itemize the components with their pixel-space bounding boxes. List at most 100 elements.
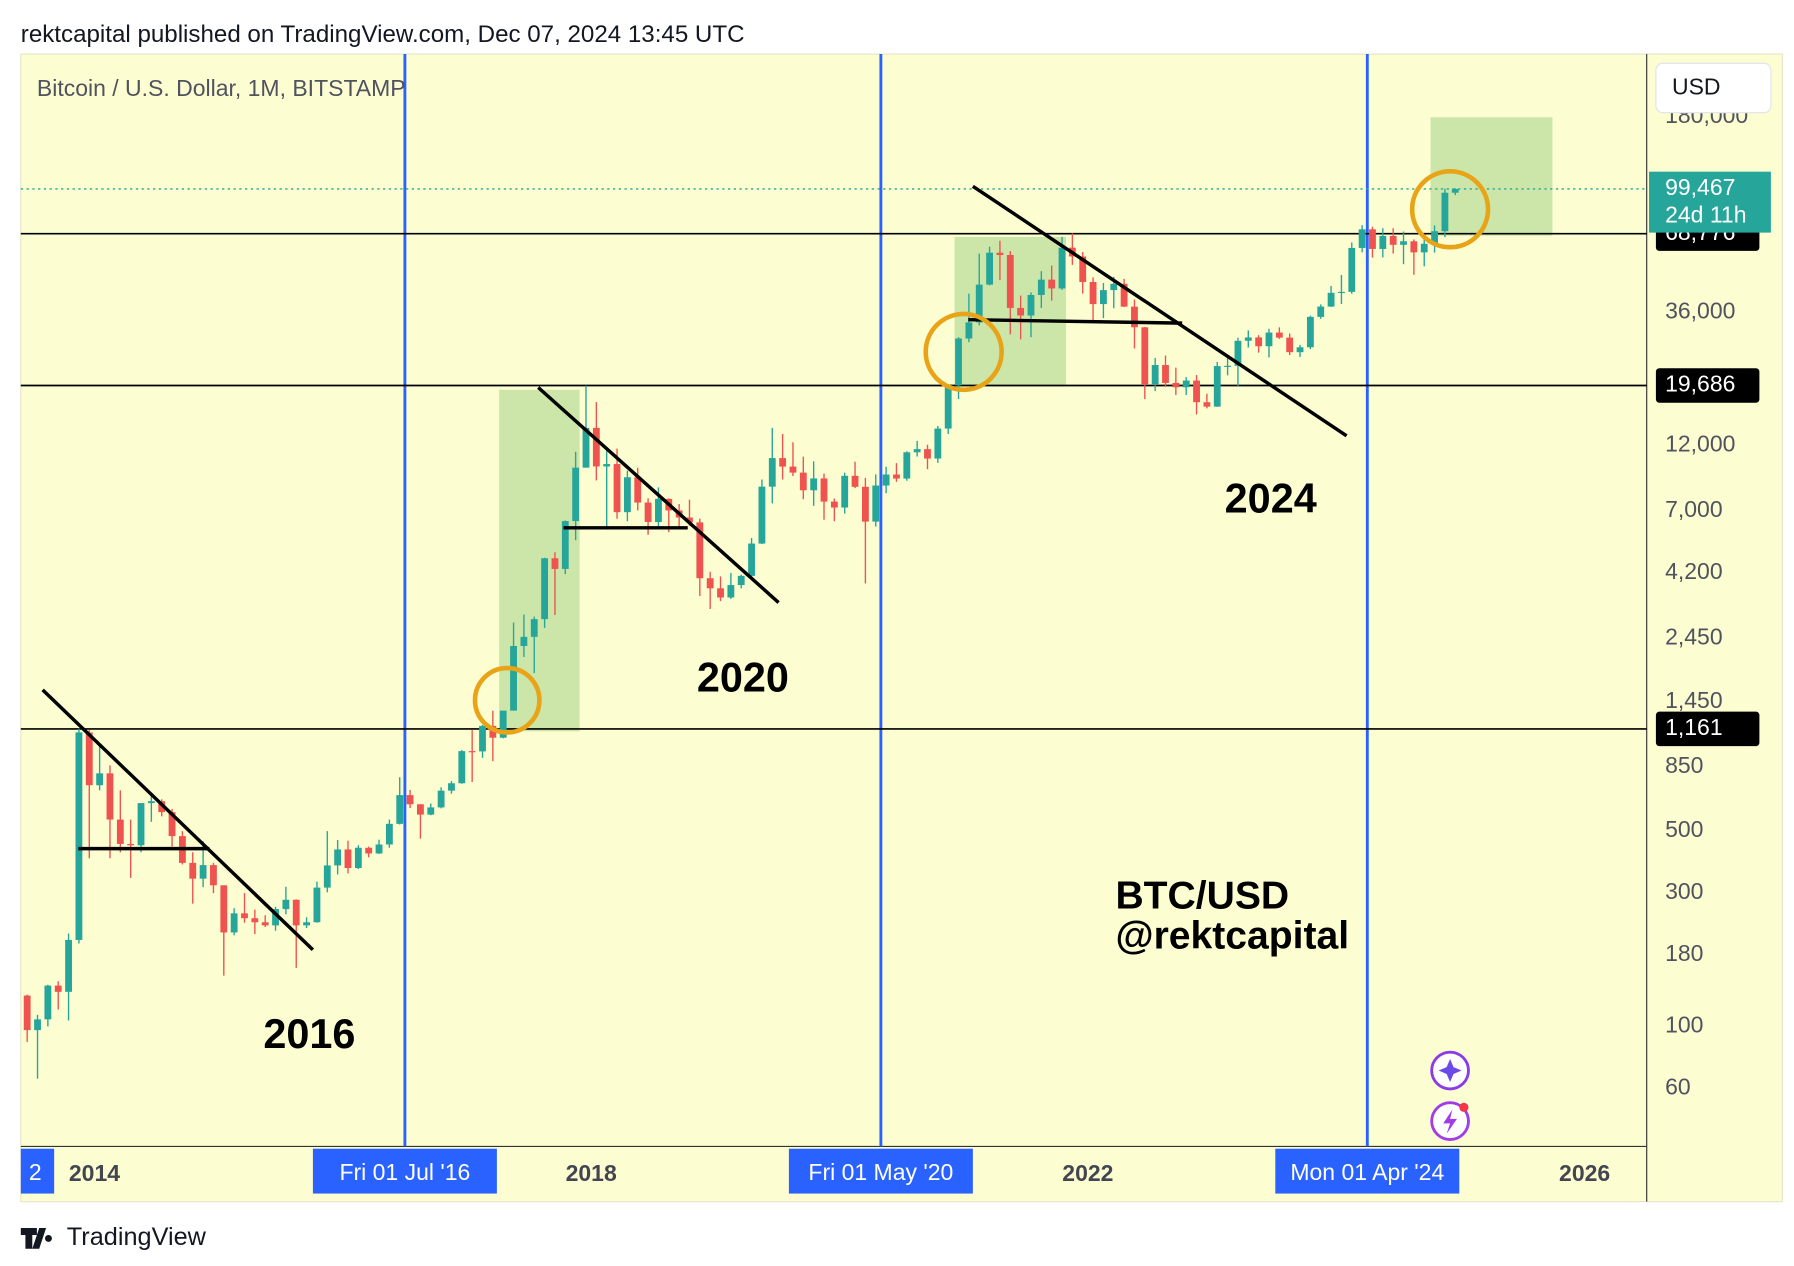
chart-title: Bitcoin / U.S. Dollar, 1M, BITSTAMP	[37, 75, 406, 101]
candle-body	[1317, 306, 1325, 317]
level-label: 1,161	[1665, 714, 1723, 740]
candle-body	[582, 427, 590, 468]
x-tick-label: 2018	[566, 1160, 617, 1186]
marker-label-box	[20, 1148, 55, 1194]
candle-body	[344, 849, 352, 869]
candle-body	[830, 501, 838, 508]
candle-body	[551, 558, 559, 569]
candle-body	[1369, 229, 1376, 249]
candle-body	[717, 588, 724, 598]
y-tick-label: 2,450	[1665, 623, 1723, 649]
y-tick-label: 100	[1665, 1012, 1703, 1038]
candle-body	[54, 985, 62, 992]
y-tick-label: 500	[1665, 816, 1703, 842]
candle-body	[272, 909, 279, 926]
candle-body	[1089, 281, 1097, 305]
candle-body	[34, 1019, 41, 1031]
candle-body	[1265, 332, 1273, 347]
highlight-circle	[472, 665, 542, 735]
y-tick-label: 850	[1665, 752, 1703, 778]
candle-body	[199, 865, 207, 879]
marker-label: Fri 01 Jul '16	[339, 1159, 470, 1185]
candle-body	[448, 783, 455, 791]
candle-body	[955, 338, 962, 386]
y-tick-label: 12,000	[1665, 431, 1735, 457]
candle-body	[1327, 292, 1335, 307]
candle-body	[810, 478, 818, 491]
candle-body	[623, 477, 631, 513]
candle-body	[1110, 283, 1118, 291]
annotations: 2016 2020 2024 BTC/USD @rektcapital Bitc…	[37, 75, 1491, 1141]
candle-body	[303, 922, 311, 926]
x-tick-label: 2022	[1062, 1160, 1113, 1186]
candle-body	[210, 865, 217, 886]
marker-label-box	[1275, 1148, 1460, 1194]
candle-body	[706, 578, 714, 589]
y-tick-label: 36,000	[1665, 297, 1735, 323]
highlight-circle	[923, 311, 1004, 393]
candles	[23, 188, 1459, 1079]
candle-body	[510, 645, 517, 711]
currency-button[interactable]	[1655, 62, 1772, 114]
icon-star	[1438, 1059, 1462, 1083]
candle-body	[644, 502, 652, 522]
candle-body	[1389, 235, 1397, 245]
candle-body	[147, 801, 155, 804]
chart-background	[20, 53, 1783, 1203]
last-price-box	[1649, 171, 1771, 233]
candle-body	[1348, 247, 1356, 292]
candle-body	[230, 913, 238, 933]
candle-body	[375, 844, 383, 854]
candle-body	[261, 922, 269, 926]
candle-body	[1379, 235, 1387, 249]
candle-body	[686, 517, 693, 523]
candle-body	[861, 486, 869, 522]
candle-body	[106, 773, 114, 820]
x-tick-label: 2014	[69, 1160, 120, 1186]
candle-body	[893, 474, 900, 479]
candle-body	[655, 498, 662, 522]
candle-body	[1431, 231, 1438, 244]
candle-body	[1193, 380, 1200, 403]
y-tick-label: 4,200	[1665, 558, 1723, 584]
header: rektcapital published on TradingView.com…	[21, 21, 745, 48]
candle-body	[1100, 290, 1107, 305]
candle-body	[1275, 332, 1283, 338]
candle-body	[437, 790, 445, 808]
candle-body	[913, 449, 921, 453]
annotation: 2020	[697, 655, 789, 701]
candle-body	[1441, 192, 1449, 232]
candle-body	[458, 751, 466, 784]
candle-body	[354, 847, 362, 869]
candle-body	[127, 843, 135, 846]
candle-body	[1451, 188, 1459, 193]
candle-body	[1017, 307, 1025, 316]
candle-body	[851, 475, 859, 487]
candle-body	[737, 575, 745, 586]
candle-body	[1400, 241, 1407, 245]
candle-body	[1213, 366, 1221, 407]
annotation: @rektcapital	[1115, 915, 1349, 958]
candle-body	[1037, 279, 1045, 295]
candle-body	[489, 725, 497, 738]
annotation: BTC/USD	[1115, 874, 1289, 917]
candle-body	[944, 385, 952, 429]
candle-body	[75, 732, 83, 940]
candle-body	[23, 995, 31, 1031]
candle-body	[872, 485, 880, 522]
candle-body	[820, 478, 828, 502]
candle-body	[841, 475, 849, 508]
last-price-label: 99,467	[1665, 174, 1735, 200]
candle-body	[137, 803, 145, 846]
marker-label: Mon 01 Apr '24	[1290, 1159, 1444, 1185]
candle-body	[603, 464, 611, 467]
candle-body	[530, 619, 538, 637]
marker-label: Fri 01 May '20	[808, 1159, 953, 1185]
candle-body	[520, 636, 528, 646]
candle-body	[634, 477, 642, 503]
candle-body	[1338, 291, 1345, 294]
candle-body	[427, 807, 435, 815]
candle-body	[1058, 247, 1066, 289]
